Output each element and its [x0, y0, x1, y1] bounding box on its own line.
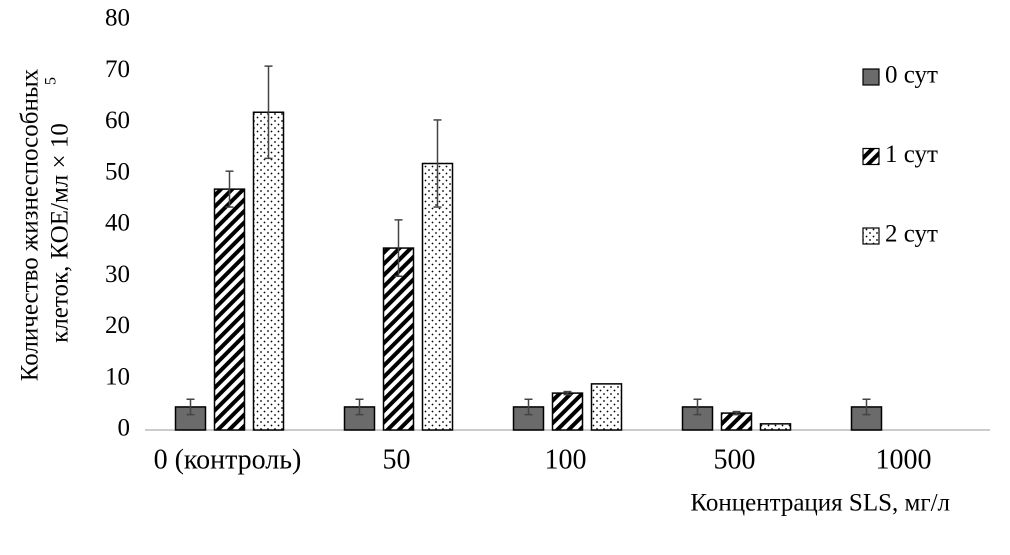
error-bar — [732, 410, 741, 416]
y-tick-label: 80 — [105, 5, 130, 32]
legend-swatch — [862, 68, 880, 86]
legend-label: 1 сут — [885, 141, 938, 168]
bar — [759, 423, 792, 431]
x-tick-label: 1000 — [876, 444, 932, 475]
y-tick-label: 10 — [105, 363, 130, 390]
error-bar — [563, 390, 572, 396]
y-tick-label: 50 — [105, 158, 130, 185]
y-tick-label: 70 — [105, 56, 130, 83]
legend-swatch — [862, 227, 880, 245]
error-bar — [693, 398, 702, 416]
y-tick-label: 40 — [105, 210, 130, 237]
y-tick-label: 20 — [105, 312, 130, 339]
legend-swatch — [862, 147, 880, 166]
y-axis-label-line: Количество жизнеспособных — [17, 68, 44, 381]
x-axis-label: Концентрация SLS, мг/л — [690, 490, 950, 517]
y-tick-label: 60 — [105, 107, 130, 134]
error-bar — [433, 119, 442, 208]
bar — [252, 111, 285, 431]
error-bar — [186, 398, 195, 416]
x-tick-label: 50 — [383, 444, 411, 475]
bar — [590, 383, 623, 431]
error-bar — [225, 170, 234, 208]
bar — [551, 392, 584, 431]
y-tick-label: 30 — [105, 261, 130, 288]
bar — [213, 188, 246, 431]
y-axis-label-line: клеток, КОЕ/мл × 10 — [47, 123, 74, 343]
error-bar — [394, 219, 403, 277]
y-axis-label-sup: 5 — [43, 77, 60, 85]
bar — [720, 412, 753, 431]
legend-label: 2 сут — [885, 221, 938, 248]
error-bar — [264, 65, 273, 160]
error-bar — [524, 398, 533, 416]
y-tick-label: 0 — [118, 415, 131, 442]
y-axis-label: Количество жизнеспособных клеток, КОЕ/мл… — [17, 68, 74, 381]
error-bar — [355, 398, 364, 416]
x-tick-label: 500 — [714, 444, 756, 475]
error-bar — [862, 398, 871, 416]
x-tick-label: 100 — [545, 444, 587, 475]
x-tick-label: 0 (контроль) — [154, 444, 302, 475]
legend-label: 0 сут — [885, 62, 938, 89]
